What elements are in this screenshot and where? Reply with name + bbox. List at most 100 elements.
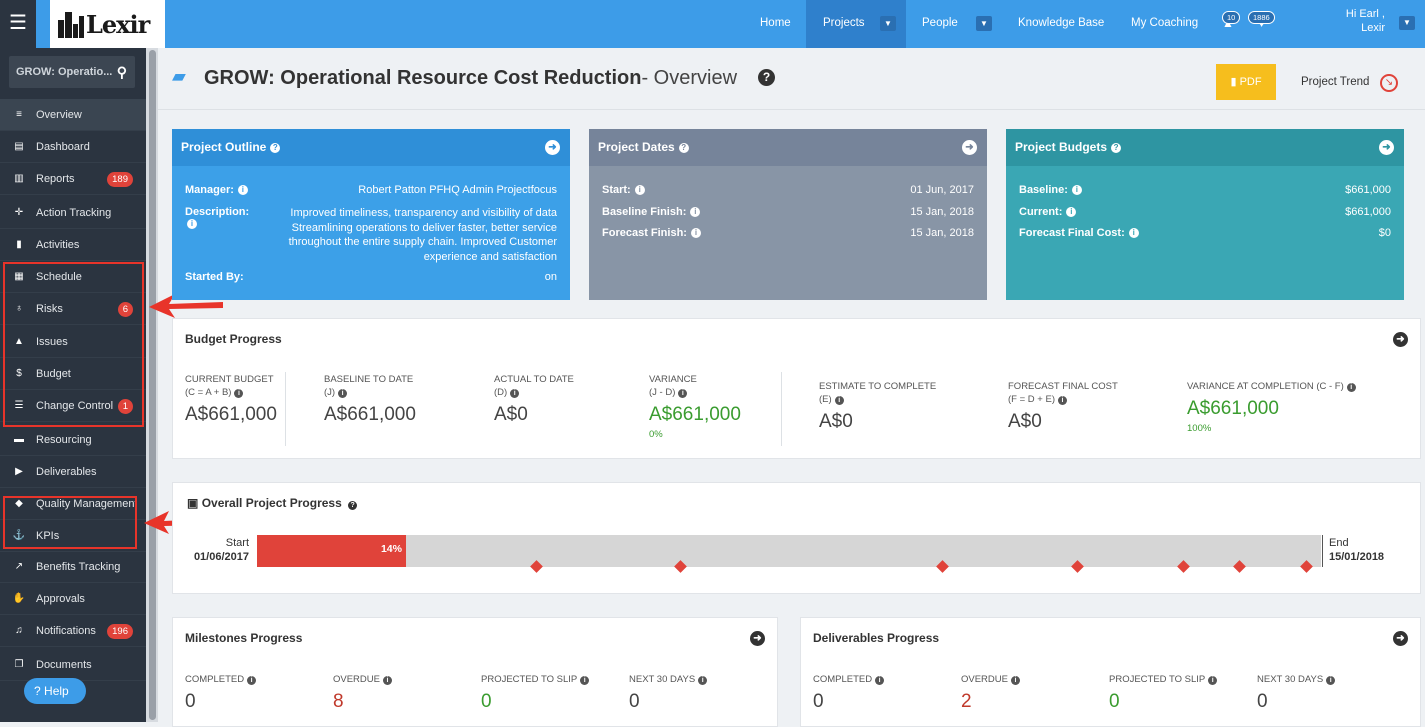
info-icon[interactable]: i [1128, 228, 1139, 238]
stat-percent: 0% [649, 429, 663, 440]
sidebar-item-action-tracking[interactable]: ✛ Action Tracking [0, 197, 146, 229]
sidebar-item-overview[interactable]: ≡ Overview [0, 99, 146, 131]
sidebar-item-dashboard[interactable]: ▤ Dashboard [0, 131, 146, 163]
sidebar-item-budget[interactable]: $ Budget [0, 358, 146, 390]
user-menu[interactable]: Hi Earl , Lexir [1346, 7, 1385, 35]
info-icon[interactable]: i [234, 389, 244, 398]
nav-knowledge-base[interactable]: Knowledge Base [1018, 17, 1105, 29]
sidebar-item-notifications[interactable]: ♫ Notifications 196 [0, 615, 146, 647]
start-date: 01/06/2017 [193, 551, 249, 563]
sidebar-item-resourcing[interactable]: ▬ Resourcing [0, 424, 146, 456]
row-label: Start: [602, 184, 631, 196]
info-icon[interactable]: i [1208, 676, 1218, 685]
sidebar-item-issues[interactable]: ▲ Issues [0, 326, 146, 358]
help-question-icon[interactable]: ? [758, 69, 775, 86]
stat-label: PROJECTED TO SLIP i [1109, 673, 1218, 686]
sidebar-item-reports[interactable]: ▥ Reports 189 [0, 163, 146, 195]
sidebar-item-schedule[interactable]: ▦ Schedule [0, 261, 146, 293]
info-icon[interactable]: i [875, 676, 885, 685]
sidebar-item-label: Dashboard [36, 141, 90, 153]
logo[interactable]: Lexir [50, 0, 165, 48]
info-icon[interactable]: i [698, 676, 708, 685]
info-icon[interactable]: i [382, 676, 392, 685]
arrow-right-icon[interactable]: ➜ [1393, 631, 1408, 646]
sidebar-item-approvals[interactable]: ✋ Approvals [0, 583, 146, 615]
info-icon[interactable]: i [237, 185, 248, 195]
arrow-right-icon[interactable]: ➜ [962, 140, 977, 155]
stat-label: NEXT 30 DAYS i [1257, 673, 1336, 686]
row-label: Baseline Finish: [602, 205, 687, 218]
divider [781, 372, 782, 446]
info-icon[interactable]: i [678, 389, 688, 398]
nav-my-coaching[interactable]: My Coaching [1131, 17, 1199, 29]
info-icon[interactable]: i [634, 185, 645, 195]
sidebar-item-documents[interactable]: ❐ Documents [0, 649, 146, 681]
sidebar-scroll-thumb[interactable] [149, 50, 156, 720]
nav-people[interactable]: People [922, 17, 958, 29]
budget-stat: VARIANCE AT COMPLETION (C - F) i A$661,000… [1187, 380, 1356, 434]
info-icon[interactable]: i [187, 219, 197, 229]
info-icon[interactable]: i [580, 676, 590, 685]
arrow-right-icon[interactable]: ➜ [545, 140, 560, 155]
info-icon[interactable]: i [247, 676, 257, 685]
manager-value: Robert Patton PFHQ Admin Projectfocus [358, 184, 557, 196]
menu-icon[interactable]: ☰ [0, 0, 36, 48]
info-icon[interactable]: ? [348, 501, 358, 510]
info-icon[interactable]: i [510, 389, 520, 398]
arrow-right-icon[interactable]: ➜ [1393, 332, 1408, 347]
sidebar-item-activities[interactable]: ▮ Activities [0, 229, 146, 261]
warning-icon: ▲ [14, 336, 24, 347]
info-icon[interactable]: i [690, 206, 701, 217]
sidebar-item-risks[interactable]: ♁ Risks 6 [0, 293, 146, 325]
info-icon[interactable]: i [338, 389, 348, 398]
row-label: Current: [1019, 205, 1063, 218]
budget-stat: CURRENT BUDGET (C = A + B) i A$661,000 [185, 373, 277, 426]
sidebar-item-kpis[interactable]: ⚓ KPIs [0, 520, 146, 552]
trend-down-icon[interactable]: ↘ [1380, 74, 1398, 92]
arrow-right-icon[interactable]: ➜ [1379, 140, 1394, 155]
budget-stat: ESTIMATE TO COMPLETE (E) i A$0 [819, 380, 936, 433]
info-icon[interactable]: ? [270, 143, 281, 153]
projects-dropdown-icon[interactable]: ▼ [880, 16, 896, 31]
sidebar-item-benefits-tracking[interactable]: ↗ Benefits Tracking [0, 551, 146, 583]
project-search-input[interactable]: GROW: Operatio... ⚲ [9, 56, 135, 88]
sidebar-item-label: Risks [36, 303, 63, 315]
info-icon[interactable]: i [1071, 185, 1082, 195]
sidebar-item-label: Budget [36, 368, 71, 380]
pdf-button[interactable]: ▮ PDF [1216, 64, 1276, 100]
line-chart-icon: ↗ [14, 561, 24, 572]
info-icon[interactable]: i [690, 228, 701, 238]
people-dropdown-icon[interactable]: ▼ [976, 16, 992, 31]
help-button[interactable]: ? Help [24, 678, 86, 704]
arrow-right-icon[interactable]: ➜ [750, 631, 765, 646]
user-dropdown-icon[interactable]: ▼ [1399, 16, 1415, 30]
info-icon[interactable]: i [834, 396, 844, 405]
sidebar-item-label: Deliverables [36, 466, 97, 478]
project-trend-label[interactable]: Project Trend [1301, 76, 1370, 88]
sidebar-item-change-control[interactable]: ☰ Change Control 1 [0, 390, 146, 422]
calendar-icon: ▦ [14, 271, 24, 282]
sidebar-item-label: Issues [36, 336, 68, 348]
end-block: End 15/01/2018 [1329, 537, 1384, 563]
list-icon: ≡ [16, 109, 22, 120]
sidebar-item-deliverables[interactable]: ▶ Deliverables [0, 456, 146, 488]
sidebar-item-quality-management[interactable]: ◆ Quality Management [0, 488, 146, 520]
info-icon[interactable]: i [1066, 206, 1077, 217]
info-icon[interactable]: i [1326, 676, 1336, 685]
nav-home[interactable]: Home [760, 17, 791, 29]
count-badge: 1 [117, 399, 133, 414]
project-dates-card: Project Dates? ➜ Start: i 01 Jun, 2017 Base… [589, 129, 987, 300]
panel-title: Budget Progress [185, 332, 282, 346]
sidebar-item-label: Documents [36, 659, 92, 671]
search-icon[interactable]: ⚲ [116, 64, 127, 80]
stat-value: A$0 [819, 411, 853, 432]
info-icon[interactable]: i [1057, 396, 1067, 405]
milestones-stat: NEXT 30 DAYS i 0 [629, 673, 708, 713]
info-icon[interactable]: i [1346, 383, 1356, 392]
stat-value: A$661,000 [649, 404, 741, 425]
info-icon[interactable]: ? [678, 143, 689, 153]
stat-label: ACTUAL TO DATE (D) i [494, 374, 574, 398]
info-icon[interactable]: ? [1111, 143, 1122, 153]
tag-icon: ◆ [15, 498, 23, 509]
info-icon[interactable]: i [1010, 676, 1020, 685]
